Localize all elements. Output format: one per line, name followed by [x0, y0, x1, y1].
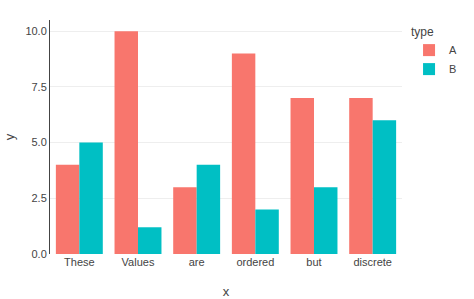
svg-text:x: x: [223, 284, 230, 299]
svg-text:10.0: 10.0: [25, 25, 46, 37]
svg-text:discrete: discrete: [353, 256, 392, 268]
svg-text:7.5: 7.5: [32, 81, 47, 93]
svg-text:ordered: ordered: [236, 256, 274, 268]
svg-text:but: but: [306, 256, 321, 268]
svg-text:Values: Values: [122, 256, 155, 268]
svg-text:5.0: 5.0: [32, 136, 47, 148]
svg-text:2.5: 2.5: [32, 192, 47, 204]
svg-text:A: A: [449, 44, 457, 56]
svg-text:0.0: 0.0: [32, 248, 47, 260]
svg-text:are: are: [189, 256, 205, 268]
svg-text:y: y: [2, 133, 17, 140]
svg-text:These: These: [64, 256, 95, 268]
svg-text:type: type: [411, 25, 434, 39]
svg-text:B: B: [449, 63, 456, 75]
